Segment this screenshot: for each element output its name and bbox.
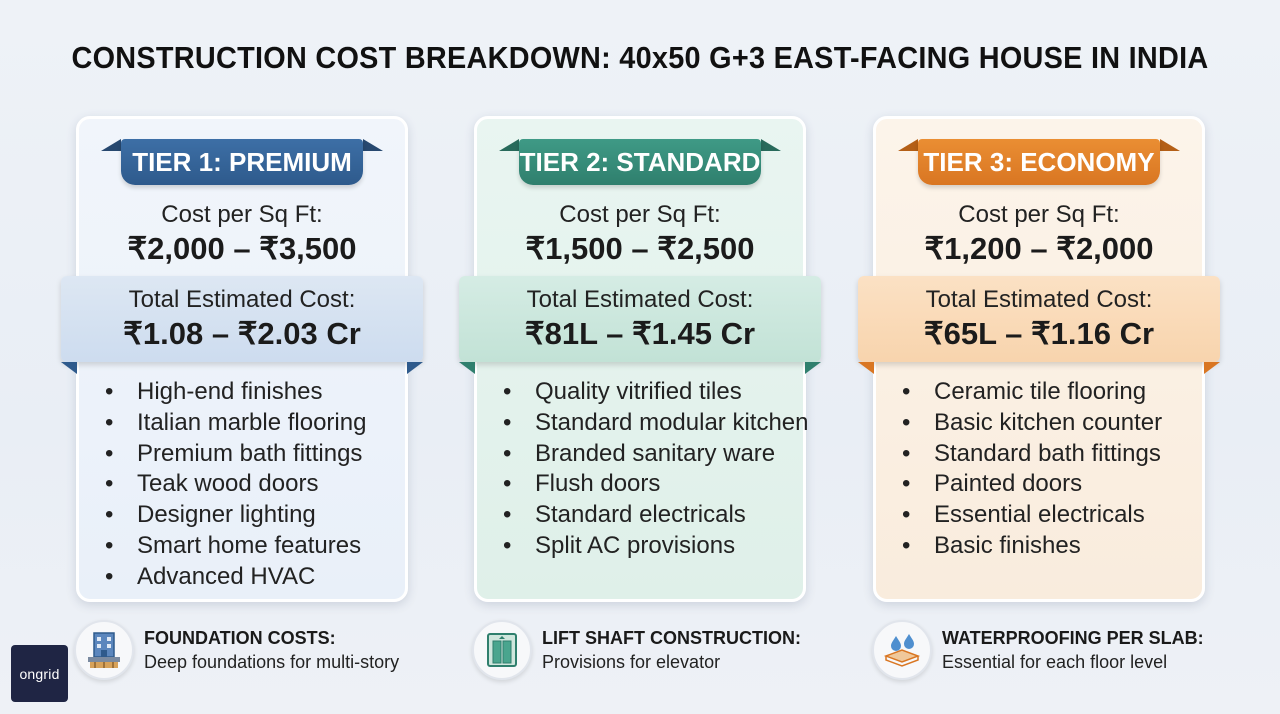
total-cost-label: Total Estimated Cost: [526,286,754,313]
footer-desc: Essential for each floor level [942,652,1168,672]
list-item: Smart home features [101,531,366,562]
tier-ribbon: TIER 3: ECONOMY [898,139,1180,185]
tier-name: TIER 2: STANDARD [519,139,761,185]
tier-ribbon: TIER 2: STANDARD [499,139,781,185]
tier-name: TIER 1: PREMIUM [121,139,363,185]
total-cost-label: Total Estimated Cost: [925,286,1153,313]
feature-list: Quality vitrified tiles Standard modular… [499,377,809,562]
cost-per-sqft-value: ₹1,500 – ₹2,500 [525,231,755,266]
cost-per-sqft-label: Cost per Sq Ft: [958,201,1120,228]
cost-per-sqft-label: Cost per Sq Ft: [559,201,721,228]
total-cost-value: ₹1.08 – ₹2.03 Cr [123,316,361,351]
list-item: Basic finishes [898,531,1162,562]
building-foundation-icon [74,620,134,680]
list-item: Branded sanitary ware [499,439,809,470]
total-cost-box: Total Estimated Cost: ₹1.08 – ₹2.03 Cr [61,276,423,374]
footer-title: LIFT SHAFT CONSTRUCTION: [542,628,801,648]
feature-list: Ceramic tile flooring Basic kitchen coun… [898,377,1162,562]
page-title: CONSTRUCTION COST BREAKDOWN: 40x50 G+3 E… [71,40,1209,75]
list-item: Italian marble flooring [101,408,366,439]
tier-card-standard: TIER 2: STANDARD Cost per Sq Ft: ₹1,500 … [459,116,821,602]
tier-card-economy: TIER 3: ECONOMY Cost per Sq Ft: ₹1,200 –… [858,116,1220,602]
list-item: Quality vitrified tiles [499,377,809,408]
list-item: Essential electricals [898,500,1162,531]
list-item: Standard electricals [499,500,809,531]
list-item: Premium bath fittings [101,439,366,470]
footer-desc: Deep foundations for multi-story [144,652,400,672]
tier-card-premium: TIER 1: PREMIUM Cost per Sq Ft: ₹2,000 –… [61,116,423,602]
list-item: Ceramic tile flooring [898,377,1162,408]
water-drops-icon [872,620,932,680]
total-cost-value: ₹81L – ₹1.45 Cr [524,316,756,351]
list-item: Advanced HVAC [101,562,366,593]
cost-per-sqft-label: Cost per Sq Ft: [161,201,323,228]
list-item: Designer lighting [101,500,366,531]
list-item: Basic kitchen counter [898,408,1162,439]
footer-title: WATERPROOFING PER SLAB: [942,628,1204,648]
total-cost-box: Total Estimated Cost: ₹81L – ₹1.45 Cr [459,276,821,374]
list-item: Flush doors [499,469,809,500]
list-item: High-end finishes [101,377,366,408]
total-cost-value: ₹65L – ₹1.16 Cr [923,316,1155,351]
list-item: Teak wood doors [101,469,366,500]
footer-desc: Provisions for elevator [542,652,721,672]
feature-list: High-end finishes Italian marble floorin… [101,377,366,593]
list-item: Standard modular kitchen [499,408,809,439]
cost-per-sqft-value: ₹2,000 – ₹3,500 [127,231,357,266]
total-cost-label: Total Estimated Cost: [128,286,356,313]
elevator-icon [472,620,532,680]
brand-logo: ongrid [11,645,68,702]
cost-per-sqft-value: ₹1,200 – ₹2,000 [924,231,1154,266]
list-item: Split AC provisions [499,531,809,562]
list-item: Painted doors [898,469,1162,500]
footer-title: FOUNDATION COSTS: [144,628,336,648]
tier-ribbon: TIER 1: PREMIUM [101,139,383,185]
list-item: Standard bath fittings [898,439,1162,470]
tier-name: TIER 3: ECONOMY [918,139,1160,185]
total-cost-box: Total Estimated Cost: ₹65L – ₹1.16 Cr [858,276,1220,374]
